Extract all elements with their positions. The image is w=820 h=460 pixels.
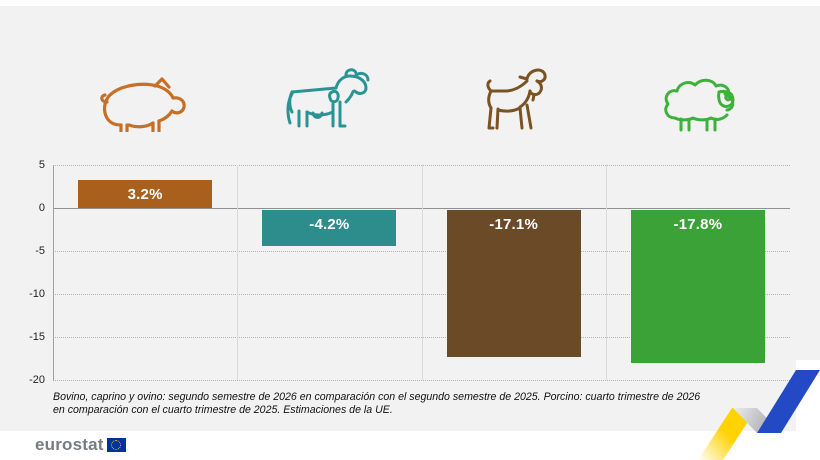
eurostat-logo: eurostat: [35, 436, 126, 453]
eurostat-logo-text: eurostat: [35, 435, 104, 454]
chart-footnote: Bovino, caprino y ovino: segundo semestr…: [53, 391, 701, 417]
goat-icon: [475, 65, 553, 131]
eu-flag-icon: [106, 437, 126, 452]
sheep-icon: [659, 76, 741, 132]
pig-icon: [99, 76, 191, 132]
eurostat-ribbon-decoration: [698, 360, 820, 460]
cow-icon: [280, 68, 380, 130]
eu-stars-icon: [111, 439, 122, 450]
